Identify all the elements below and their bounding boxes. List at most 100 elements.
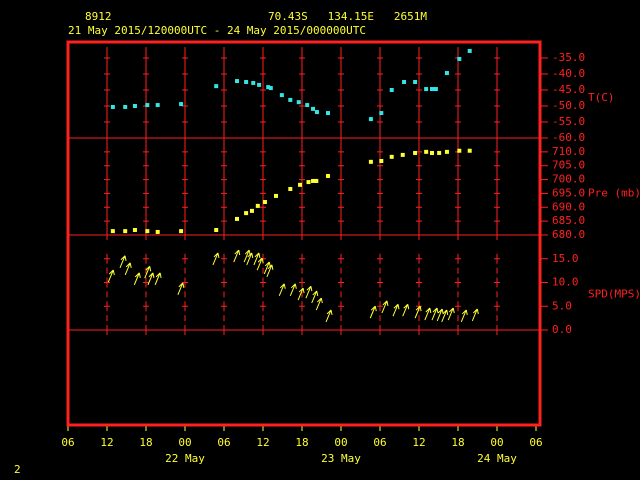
grid-cross [221, 253, 227, 264]
y-tick-label: -35.0 [552, 51, 585, 64]
data-point [255, 203, 260, 208]
data-point [244, 211, 249, 216]
grid-cross [299, 53, 305, 63]
grid-cross [299, 69, 305, 79]
grid-cross [143, 301, 149, 312]
grid-cross [221, 160, 227, 171]
grid-cross [494, 202, 500, 213]
grid-cross [221, 174, 227, 185]
y-tick-label: 710.0 [552, 145, 585, 158]
date-label: 22 May [165, 452, 205, 465]
grid-cross [494, 85, 500, 95]
grid-cross [143, 188, 149, 199]
grid-cross [377, 133, 383, 143]
data-point [251, 80, 256, 85]
grid-cross [338, 325, 344, 335]
data-point [244, 80, 249, 84]
data-point [249, 208, 254, 213]
wind-arrow [424, 307, 432, 321]
grid-cross [494, 133, 500, 143]
grid-cross [104, 174, 110, 185]
data-point [368, 159, 373, 164]
grid-cross [494, 174, 500, 185]
data-point [235, 79, 239, 84]
grid-cross [104, 85, 110, 95]
grid-cross [182, 117, 188, 127]
grid-cross [182, 69, 188, 79]
x-tick-label: 00 [490, 436, 503, 449]
grid-cross [143, 53, 149, 63]
data-point [123, 229, 128, 234]
grid-cross [377, 174, 383, 185]
grid-cross [494, 277, 500, 288]
station-id: 8912 [85, 10, 112, 23]
grid-cross [299, 117, 305, 127]
grid-cross [416, 253, 422, 264]
wind-arrow [119, 255, 127, 268]
grid-cross [377, 85, 383, 95]
period: 21 May 2015/120000UTC - 24 May 2015/0000… [68, 24, 366, 37]
grid-cross [377, 69, 383, 79]
grid-cross [455, 301, 461, 312]
grid-cross [338, 117, 344, 127]
grid-cross [338, 202, 344, 213]
grid-cross [104, 325, 110, 335]
grid-cross [338, 133, 344, 143]
grid-cross [338, 253, 344, 264]
y-tick-label: 700.0 [552, 173, 585, 186]
wind-arrow [441, 309, 449, 323]
grid-cross [221, 277, 227, 288]
y-tick-label: -55.0 [552, 115, 585, 128]
data-point [179, 102, 184, 107]
grid-cross [455, 69, 461, 79]
data-point [326, 111, 330, 116]
grid-cross [416, 101, 422, 111]
grid-cross [338, 69, 344, 79]
grid-cross [182, 216, 188, 227]
grid-cross [299, 160, 305, 171]
grid-cross [455, 117, 461, 127]
y-tick-label: 10.0 [552, 276, 579, 289]
data-point [314, 178, 319, 183]
grid-cross [104, 301, 110, 312]
grid-cross [182, 230, 188, 240]
wind-arrow [471, 308, 479, 322]
grid-cross [260, 53, 266, 63]
y-axis-label: SPD(MPS) [588, 287, 640, 300]
grid-cross [455, 216, 461, 227]
grid-cross [260, 230, 266, 240]
wind-arrow [315, 297, 323, 311]
grid-cross [260, 85, 266, 95]
grid-cross [221, 301, 227, 312]
y-tick-label: 680.0 [552, 228, 585, 241]
grid-cross [338, 160, 344, 171]
grid-cross [416, 230, 422, 240]
grid-cross [143, 133, 149, 143]
wind-arrow [233, 249, 241, 263]
grid-cross [338, 146, 344, 157]
grid-cross [221, 202, 227, 213]
grid-cross [143, 69, 149, 79]
wind-arrow [253, 252, 261, 266]
grid-cross [182, 325, 188, 335]
grid-cross [494, 53, 500, 63]
wind-arrow [460, 309, 468, 323]
data-point [306, 180, 311, 185]
wind-arrow [431, 307, 439, 321]
grid-cross [338, 230, 344, 240]
data-point [430, 150, 434, 155]
data-point [389, 154, 394, 159]
data-point [444, 71, 449, 76]
grid-cross [182, 253, 188, 264]
grid-cross [260, 216, 266, 227]
data-point [457, 56, 462, 61]
x-tick-label: 00 [178, 436, 191, 449]
grid-cross [182, 202, 188, 213]
data-point [268, 86, 273, 91]
data-point [433, 87, 438, 92]
grid-cross [377, 146, 383, 157]
data-point [214, 228, 219, 233]
grid-cross [299, 202, 305, 213]
grid-cross [104, 202, 110, 213]
grid-cross [455, 253, 461, 264]
